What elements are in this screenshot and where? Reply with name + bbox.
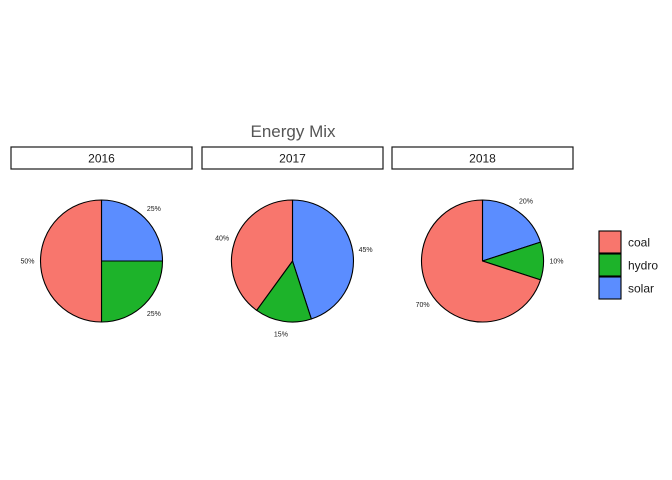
chart-title: Energy Mix	[250, 122, 336, 141]
legend-item-coal: coal	[598, 230, 650, 254]
slice-label-coal: 50%	[20, 259, 34, 266]
facet-strip	[201, 146, 384, 170]
slice-coal	[39, 199, 103, 323]
facet-label: 2016	[88, 152, 115, 166]
facet-label: 2017	[279, 152, 306, 166]
slice-solar	[291, 199, 355, 320]
facet-strip	[391, 146, 574, 170]
legend-label-solar: solar	[628, 282, 654, 296]
slice-hydro	[256, 260, 312, 323]
facet-strip	[10, 146, 193, 170]
slice-coal	[230, 199, 294, 311]
legend-item-hydro: hydro	[598, 253, 658, 277]
slice-label-solar: 20%	[519, 199, 533, 206]
legend: coal hydro solar	[598, 230, 658, 300]
facet-panels: 2016 25% 25% 50% 2017 45% 15% 40% 2018 20% 10% 70%	[10, 146, 574, 339]
legend-key-coal	[598, 230, 622, 254]
slice-label-solar: 25%	[147, 206, 161, 213]
slice-label-hydro: 25%	[147, 311, 161, 318]
slice-label-coal: 70%	[416, 302, 430, 309]
slice-coal	[420, 199, 542, 323]
slice-label-hydro: 10%	[549, 259, 563, 266]
legend-item-solar: solar	[598, 276, 654, 300]
slice-label-solar: 45%	[359, 247, 373, 254]
panel-2018: 2018 20% 10% 70%	[391, 146, 574, 323]
panel-2016: 2016 25% 25% 50%	[10, 146, 193, 323]
slice-solar	[100, 199, 164, 262]
legend-label-coal: coal	[628, 236, 650, 250]
legend-key-solar	[598, 276, 622, 300]
slice-label-hydro: 15%	[274, 332, 288, 339]
facet-label: 2018	[469, 152, 496, 166]
slice-label-coal: 40%	[215, 236, 229, 243]
panel-2017: 2017 45% 15% 40%	[201, 146, 384, 339]
slice-solar	[481, 199, 542, 262]
slice-hydro	[100, 260, 164, 323]
legend-key-hydro	[598, 253, 622, 277]
legend-label-hydro: hydro	[628, 259, 658, 273]
